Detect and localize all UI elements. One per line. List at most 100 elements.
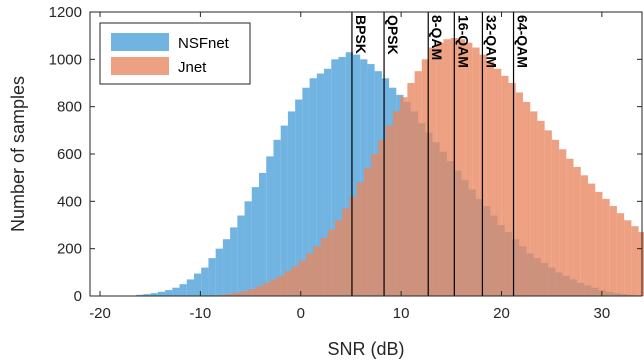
bar xyxy=(262,282,271,296)
bar xyxy=(457,39,466,296)
x-axis: -20 -10 0 10 20 30 xyxy=(89,12,610,322)
marker-label: 32-QAM xyxy=(483,15,499,68)
bar xyxy=(136,294,144,296)
bar xyxy=(566,158,574,296)
bar xyxy=(287,111,296,297)
bar xyxy=(331,59,339,297)
bar xyxy=(356,182,364,296)
bar xyxy=(201,267,209,296)
bar xyxy=(371,154,379,296)
bar xyxy=(494,68,502,296)
bar xyxy=(465,42,473,297)
bar xyxy=(573,167,581,296)
bar xyxy=(291,266,299,296)
bar xyxy=(215,248,223,296)
bar xyxy=(537,120,545,296)
bar xyxy=(172,287,180,296)
bar xyxy=(508,83,516,296)
series-jnet xyxy=(219,38,644,297)
bar xyxy=(472,47,480,296)
bar xyxy=(244,201,252,296)
bar xyxy=(378,139,386,296)
bar xyxy=(150,293,158,296)
bar xyxy=(306,253,314,296)
bar xyxy=(479,54,487,296)
bar xyxy=(313,246,321,296)
bar xyxy=(241,291,249,296)
bar xyxy=(226,293,234,296)
x-tick-label: 20 xyxy=(493,305,510,322)
x-tick-label: -20 xyxy=(89,305,111,322)
x-axis-label: SNR (dB) xyxy=(327,339,404,359)
bar xyxy=(186,279,194,296)
x-tick-label: -10 xyxy=(190,305,212,322)
y-axis-label: Number of samples xyxy=(8,76,28,232)
y-axis: 0 200 400 600 800 1000 1200 xyxy=(49,4,642,305)
bar xyxy=(338,56,346,296)
bar xyxy=(316,73,325,297)
histogram-bars xyxy=(136,38,644,297)
bar xyxy=(363,168,372,296)
y-tick-label: 1000 xyxy=(49,51,82,68)
bar xyxy=(624,220,632,296)
bar xyxy=(157,291,166,296)
bar xyxy=(222,239,231,296)
bar xyxy=(530,111,538,297)
y-tick-label: 800 xyxy=(57,99,82,116)
marker-label: BPSK xyxy=(353,15,369,54)
bar xyxy=(407,83,415,296)
bar xyxy=(436,42,444,297)
marker-label: 8-QAM xyxy=(429,15,445,60)
bar xyxy=(429,47,437,296)
bar xyxy=(208,258,216,296)
legend-swatch-jnet xyxy=(111,57,169,75)
bar xyxy=(165,290,173,296)
bar xyxy=(559,149,567,296)
bar xyxy=(400,97,408,296)
legend-label-nsfnet: NSFnet xyxy=(178,35,230,52)
bar xyxy=(179,284,187,296)
y-tick-label: 0 xyxy=(74,288,82,305)
bar xyxy=(273,139,281,296)
bar xyxy=(277,275,285,296)
x-tick-label: 0 xyxy=(297,305,305,322)
bar xyxy=(327,229,336,296)
y-tick-label: 400 xyxy=(57,193,82,210)
y-tick-label: 600 xyxy=(57,146,82,163)
bar xyxy=(544,130,552,296)
legend-swatch-nsfnet xyxy=(111,33,169,51)
bar xyxy=(595,191,603,296)
bar xyxy=(230,227,238,296)
bar xyxy=(237,215,245,296)
bar xyxy=(580,175,589,296)
bar xyxy=(233,292,242,296)
bar xyxy=(392,111,401,297)
bar xyxy=(302,87,310,296)
bar xyxy=(284,271,292,296)
bar xyxy=(280,125,288,296)
bar xyxy=(443,39,451,296)
marker-label: 64-QAM xyxy=(515,15,531,68)
legend: NSFnet Jnet xyxy=(99,22,251,85)
bar xyxy=(251,187,260,296)
bar xyxy=(335,220,343,296)
bar xyxy=(255,286,263,296)
bar xyxy=(616,213,625,296)
marker-label: QPSK xyxy=(385,15,401,55)
bar xyxy=(259,172,267,296)
bar xyxy=(501,75,509,297)
bar xyxy=(414,71,422,297)
bar xyxy=(342,208,350,296)
bar xyxy=(345,52,353,296)
bar xyxy=(143,294,151,296)
bar xyxy=(309,78,317,297)
bar xyxy=(522,101,531,296)
modulation-markers: BPSK QPSK 8-QAM 16-QAM 32-QAM 64-QAM xyxy=(351,12,531,296)
bar xyxy=(270,279,278,296)
bar xyxy=(193,273,202,296)
bar xyxy=(360,59,368,297)
bar xyxy=(385,125,393,296)
x-tick-label: 30 xyxy=(594,305,611,322)
marker-label: 16-QAM xyxy=(455,15,471,68)
bar xyxy=(266,156,274,296)
